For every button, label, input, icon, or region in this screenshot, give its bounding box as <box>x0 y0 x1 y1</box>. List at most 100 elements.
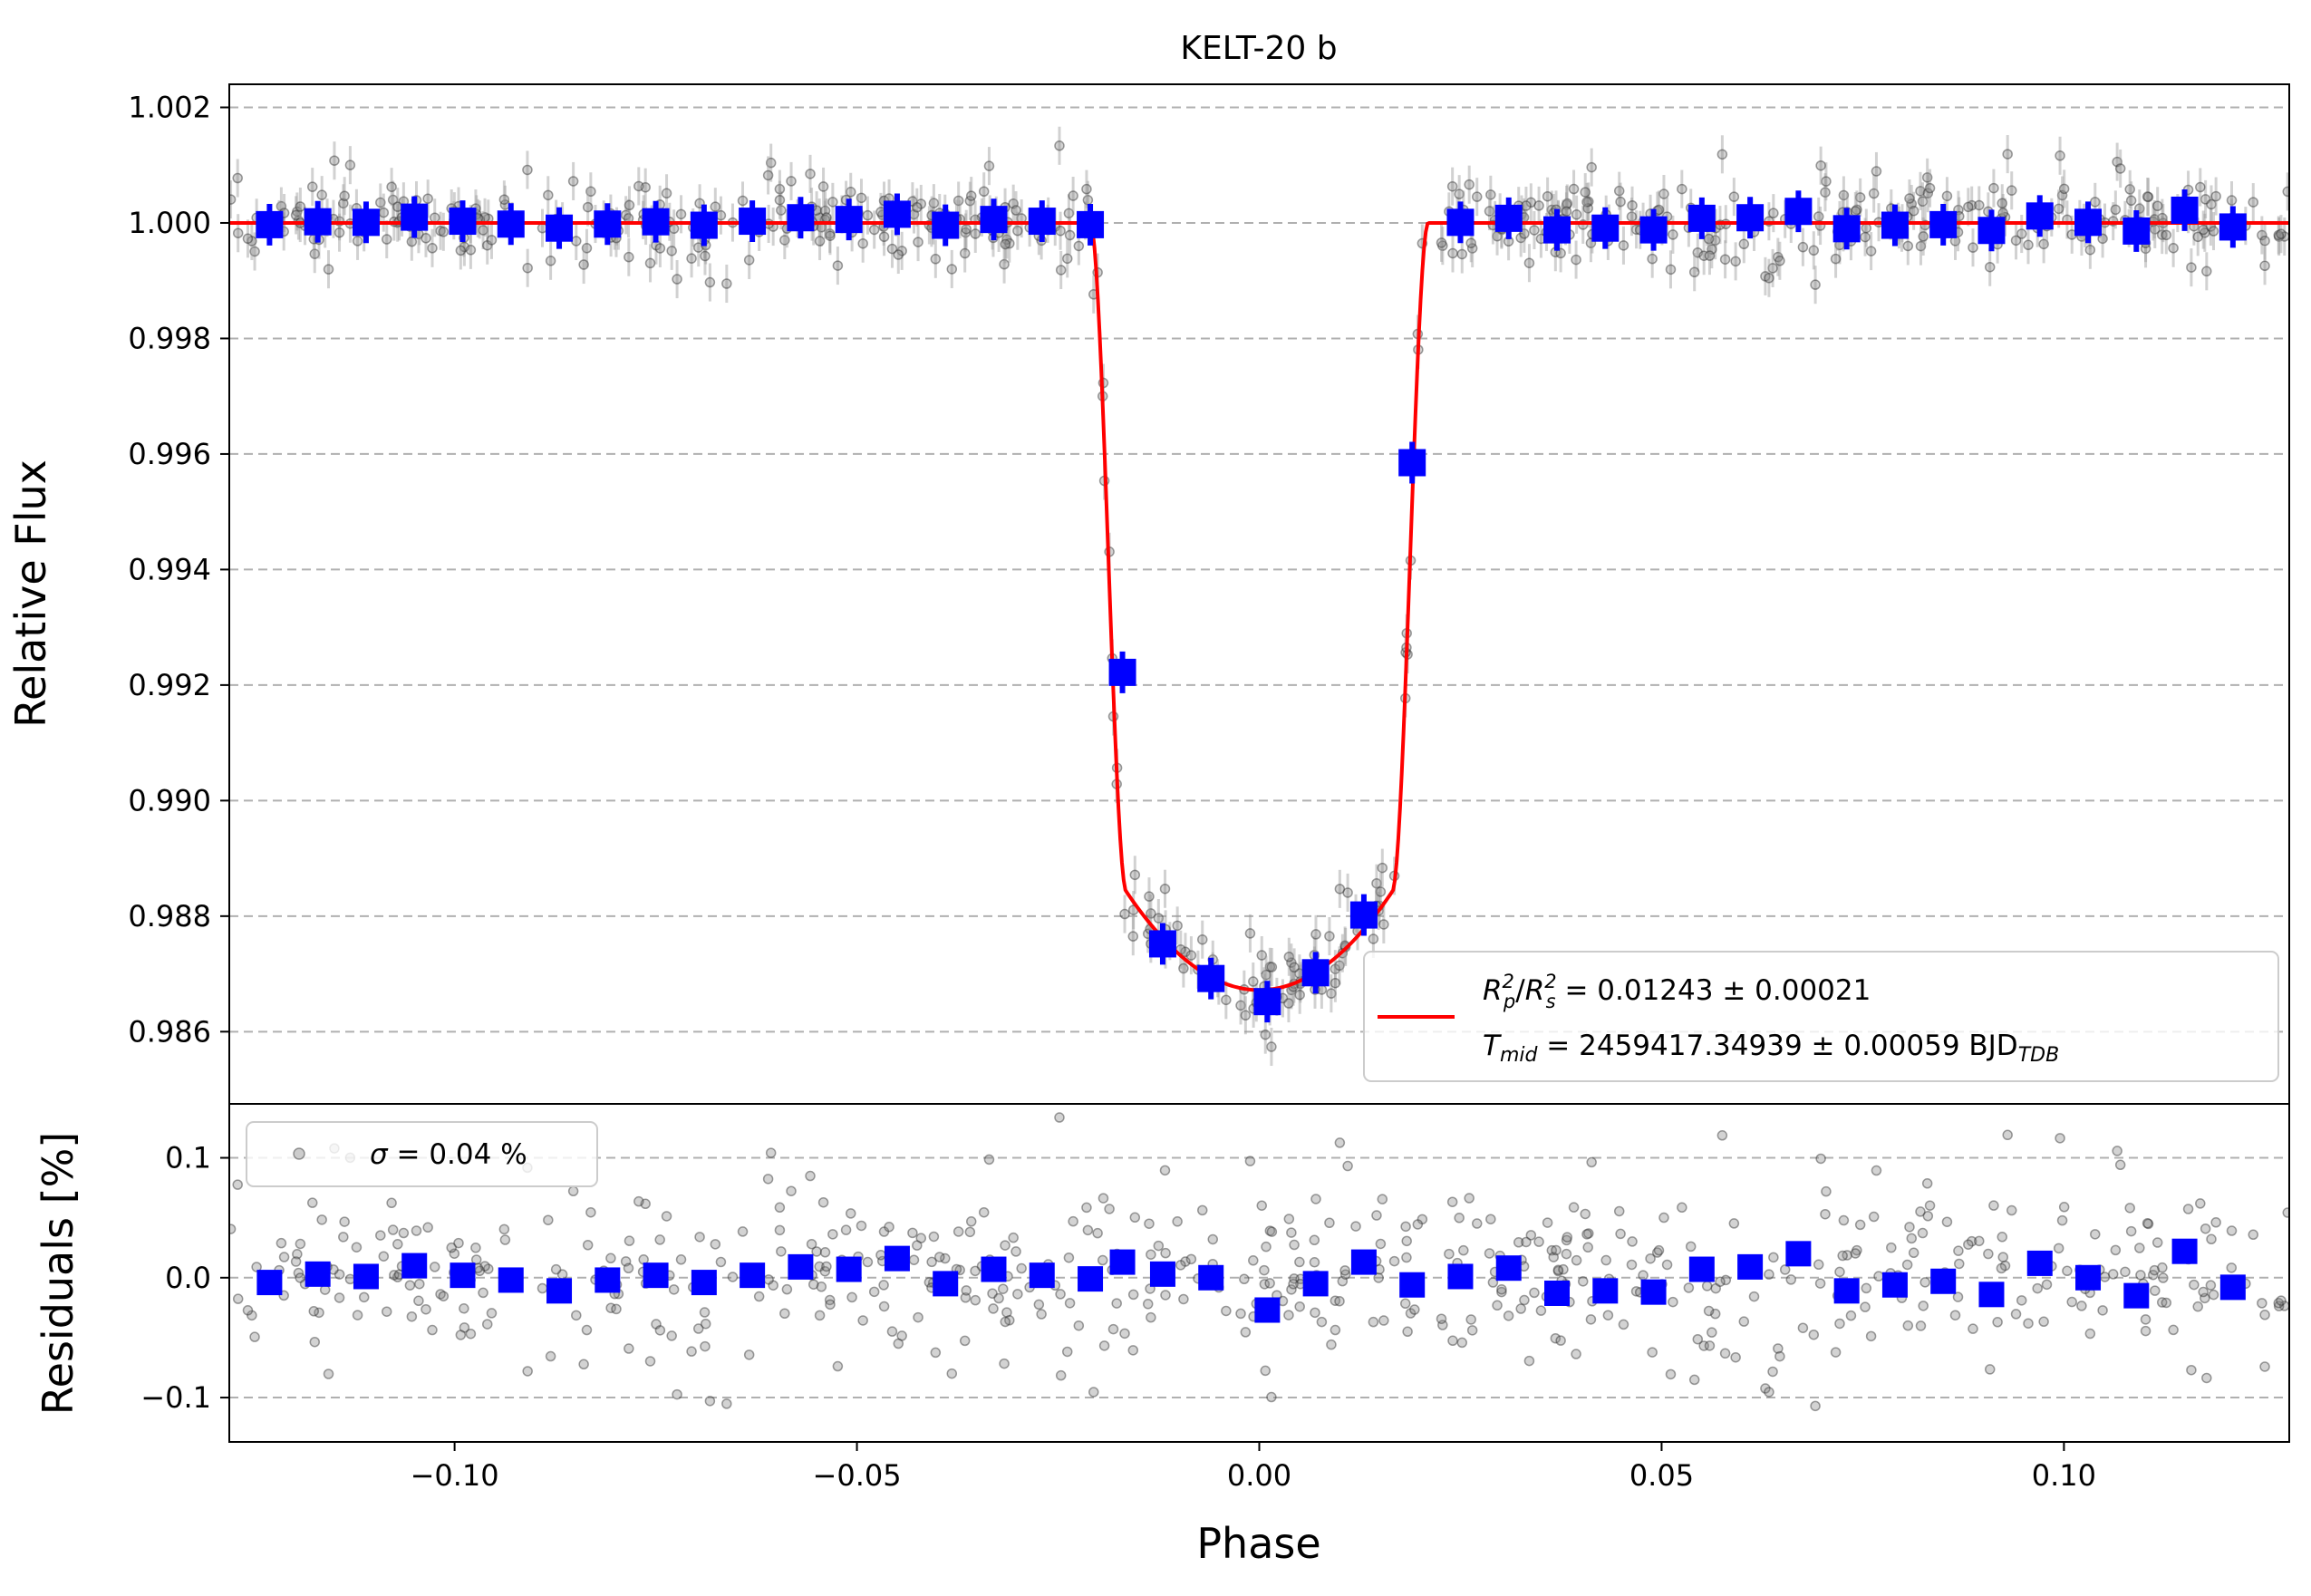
flux-point <box>1465 237 1476 248</box>
residual-point <box>999 1358 1010 1369</box>
residual-point <box>1010 1246 1021 1257</box>
residual-point <box>358 1291 370 1303</box>
residual-point <box>1525 1230 1537 1241</box>
flux-point <box>2110 204 2122 216</box>
flux-point <box>1063 208 1075 219</box>
residual-binned-point <box>2026 1250 2053 1276</box>
residual-point <box>1813 1259 1824 1271</box>
residual-point <box>2282 1207 2289 1218</box>
flux-point <box>2142 191 2153 202</box>
flux-point <box>765 157 777 169</box>
x-axis-label: Phase <box>1196 1519 1320 1568</box>
flux-point <box>1146 908 1156 919</box>
residual-point <box>1068 1215 1078 1227</box>
flux-point <box>644 257 656 269</box>
residual-point <box>2107 1269 2119 1280</box>
residual-point <box>1402 1326 1413 1338</box>
residual-point <box>668 1284 680 1295</box>
residual-point <box>840 1224 852 1235</box>
residual-point <box>1704 1340 1716 1351</box>
flux-point <box>582 201 594 213</box>
residual-point <box>1558 1263 1569 1275</box>
residual-point <box>2142 1218 2154 1230</box>
residuals-y-tick-label: 0.1 <box>165 1141 211 1175</box>
flux-point <box>2273 231 2285 242</box>
residual-point <box>449 1248 460 1259</box>
flux-point <box>959 247 971 259</box>
residual-point <box>1409 1304 1420 1315</box>
chart-title: KELT-20 b <box>1180 30 1337 67</box>
flux-point <box>1286 957 1297 968</box>
flux-point <box>334 227 345 238</box>
residual-point <box>1552 1264 1564 1275</box>
flux-point <box>406 236 418 247</box>
residual-point <box>1185 1253 1197 1265</box>
flux-point <box>1716 149 1728 160</box>
residual-point <box>1310 1194 1321 1204</box>
residual-point <box>1551 1244 1562 1256</box>
residual-point <box>2189 1279 2200 1291</box>
flux-point <box>1330 977 1341 989</box>
flux-point <box>1854 192 1866 203</box>
flux-binned-point <box>1591 214 1620 242</box>
flux-point <box>856 192 867 204</box>
flux-point <box>1838 189 1850 201</box>
residual-binned-point <box>305 1261 331 1287</box>
residual-point <box>1703 1305 1715 1317</box>
flux-point <box>1248 976 1259 987</box>
residual-point <box>611 1303 622 1315</box>
residual-point <box>1562 1232 1573 1243</box>
residual-point <box>2023 1318 2034 1329</box>
residual-point <box>816 1282 827 1292</box>
residual-point <box>1316 1316 1328 1328</box>
residual-point <box>1861 1282 1872 1294</box>
residual-point <box>743 1349 755 1360</box>
residual-point <box>2161 1297 2172 1309</box>
residual-point <box>1966 1235 1977 1247</box>
residual-point <box>1919 1277 1930 1288</box>
flux-point <box>983 160 995 171</box>
residual-point <box>1668 1296 1678 1308</box>
residual-point <box>1447 1335 1458 1347</box>
flux-point <box>825 230 836 241</box>
flux-point <box>1294 989 1305 1001</box>
x-tick-label: −0.05 <box>813 1458 902 1493</box>
residual-point <box>1000 1316 1011 1328</box>
flux-binned-point <box>1977 217 2006 245</box>
flux-point <box>1860 231 1871 243</box>
residual-point <box>413 1295 424 1307</box>
residual-point <box>1033 1299 1045 1311</box>
flux-point <box>1902 240 1914 252</box>
flux-point <box>1852 204 1862 216</box>
flux-legend-entry-1: R2 p/R2 s = 0.01243 ± 0.00021 <box>1483 971 1871 1012</box>
residuals-binned-points <box>256 1238 2246 1323</box>
flux-point <box>928 198 940 208</box>
residual-point <box>1571 1349 1581 1359</box>
flux-point <box>465 245 477 256</box>
residual-binned-point <box>1688 1256 1715 1282</box>
flux-point <box>779 235 790 246</box>
flux-point <box>1677 183 1687 195</box>
flux-point <box>2206 198 2217 210</box>
flux-point <box>2195 181 2206 193</box>
residual-point <box>694 1232 705 1243</box>
flux-binned-point <box>1108 658 1136 686</box>
residuals-x-axis: −0.10 −0.05 0.00 0.05 0.10 <box>411 1442 2096 1493</box>
residual-point <box>1375 1238 1387 1250</box>
flux-point <box>1908 205 1919 217</box>
flux-point <box>1974 199 1985 211</box>
flux-point <box>824 228 836 239</box>
flux-point <box>2168 242 2179 254</box>
residual-point <box>334 1292 345 1303</box>
flux-point <box>1180 946 1191 958</box>
flux-point <box>1966 199 1977 211</box>
residual-point <box>414 1278 425 1290</box>
residual-binned-point <box>1978 1282 2005 1308</box>
residual-point <box>323 1369 334 1379</box>
flux-point <box>1436 237 1447 248</box>
flux-point <box>1618 240 1629 251</box>
residual-point <box>522 1366 533 1377</box>
residual-point <box>1904 1222 1915 1233</box>
flux-point <box>1707 244 1717 255</box>
residual-point <box>429 1262 440 1272</box>
